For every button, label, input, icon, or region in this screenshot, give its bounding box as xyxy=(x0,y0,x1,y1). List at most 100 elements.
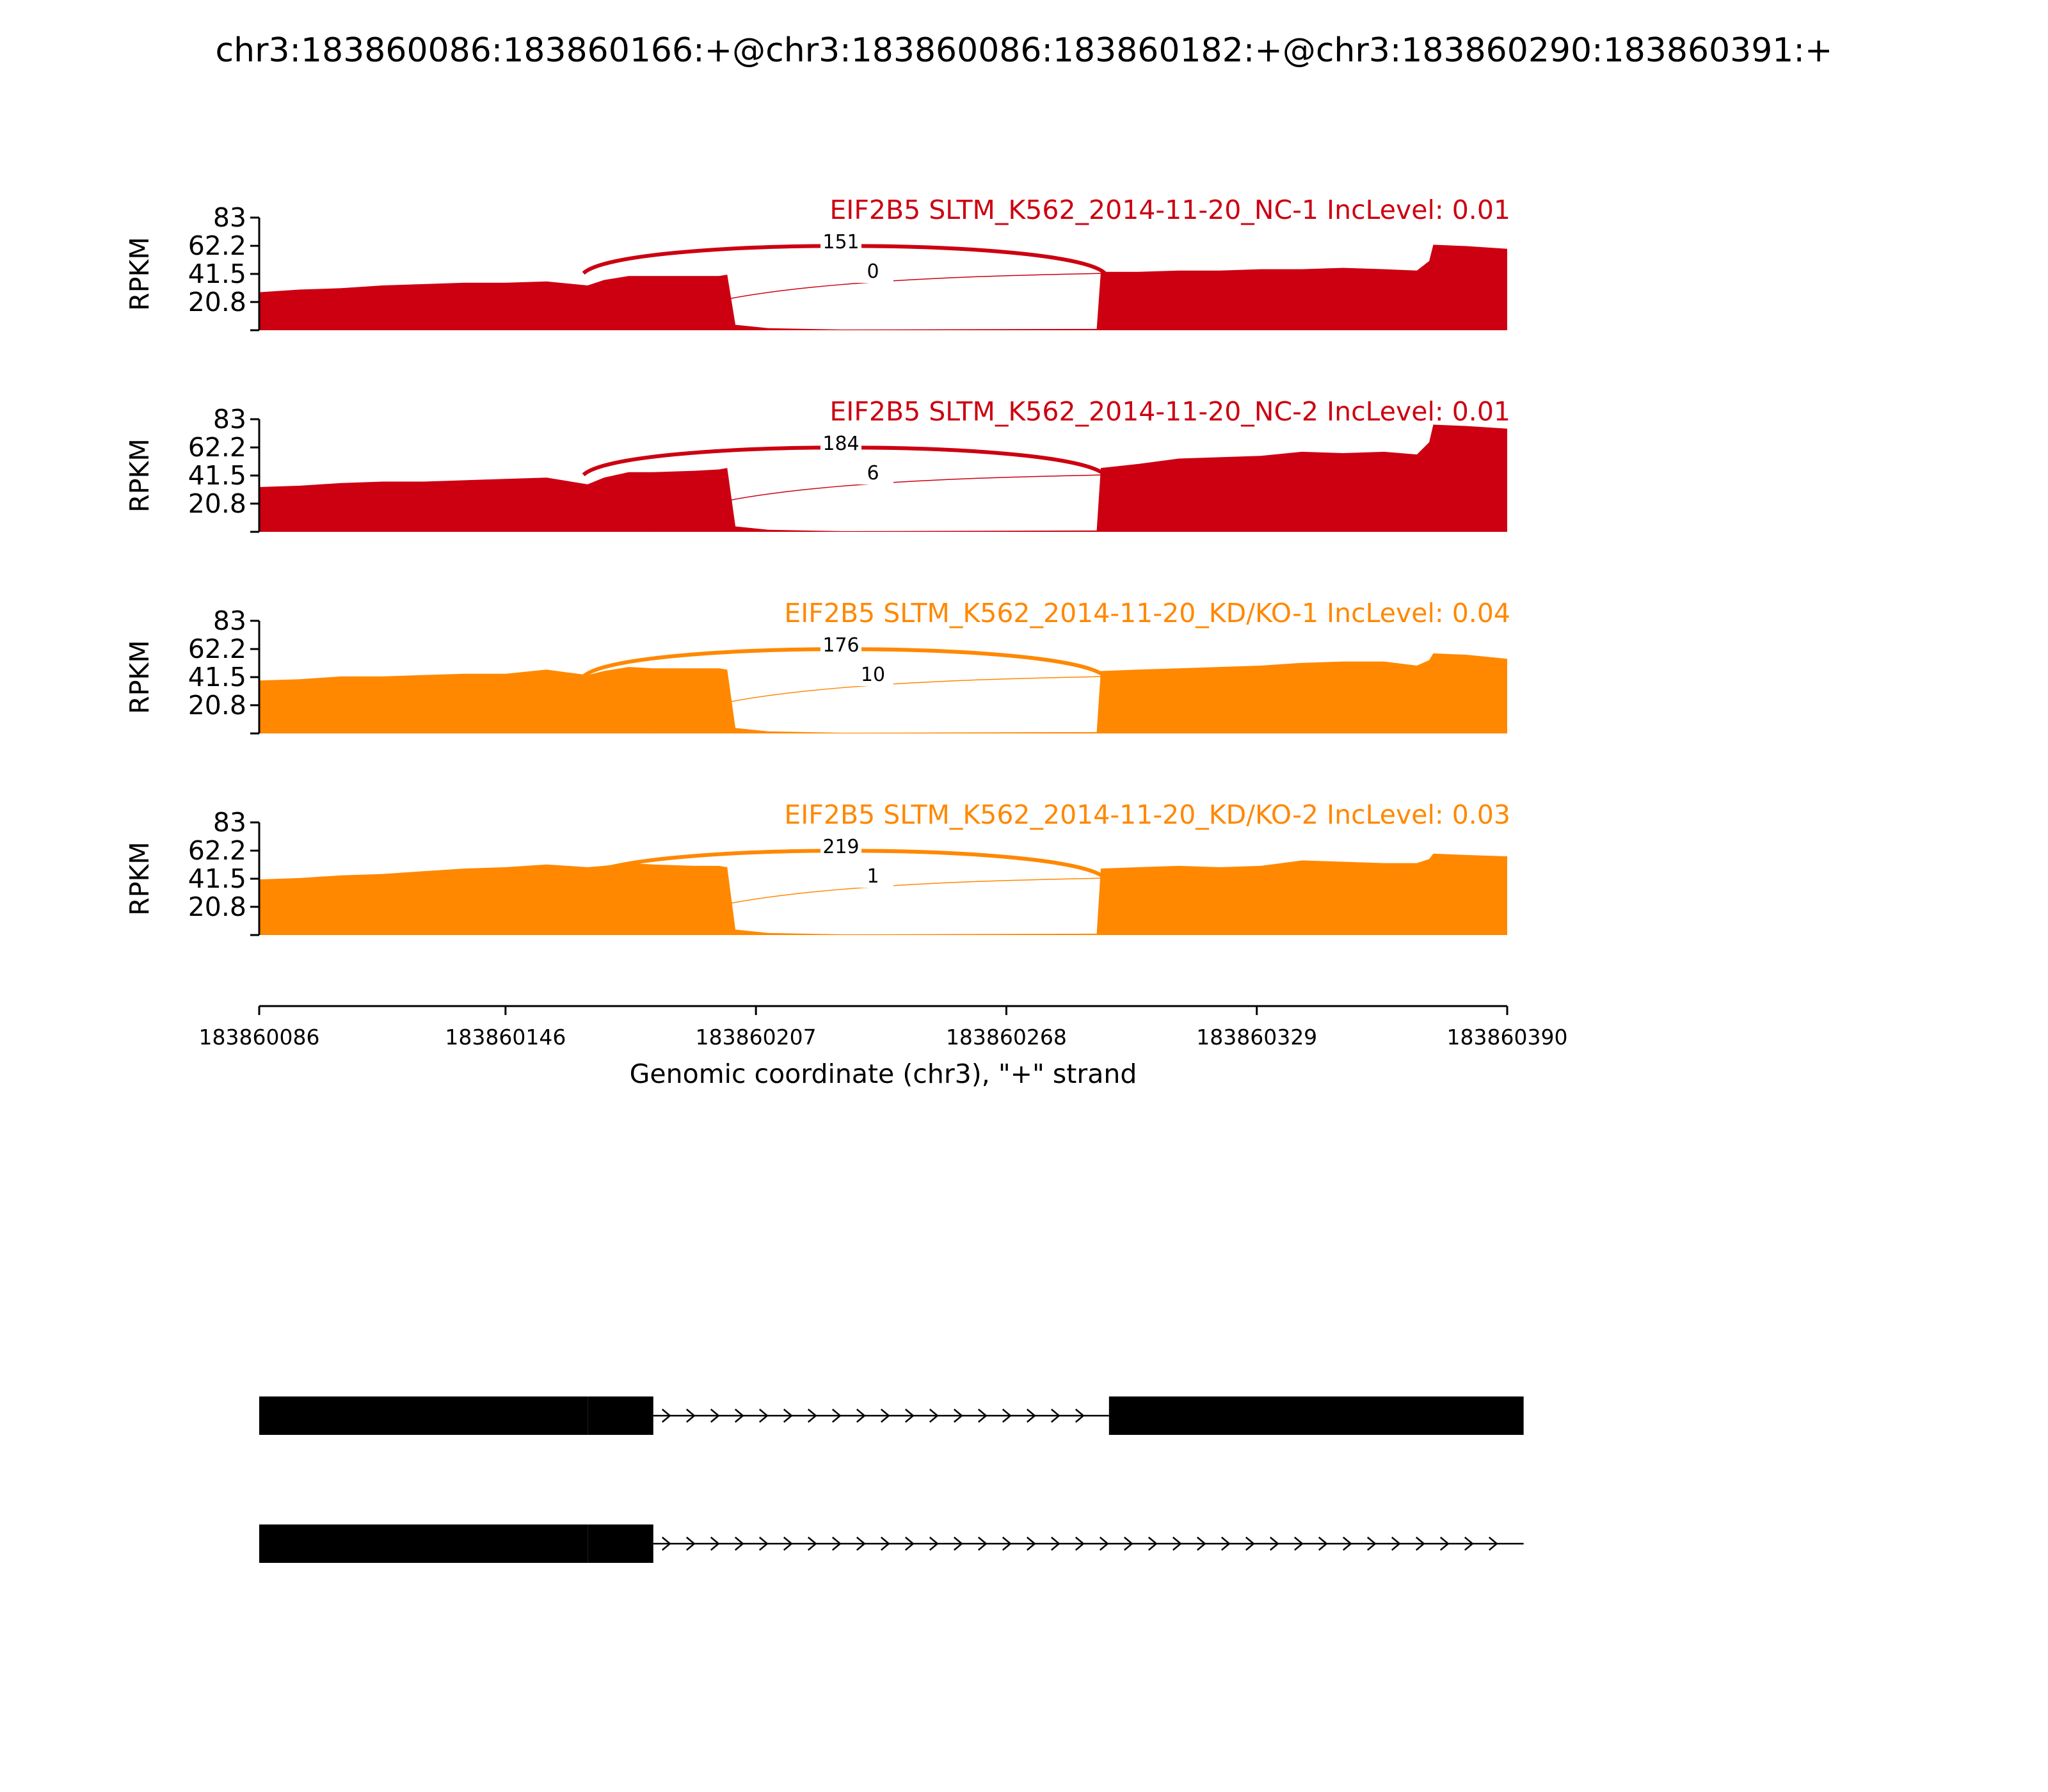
strand-arrow xyxy=(1026,1409,1036,1423)
strand-arrow xyxy=(880,1537,890,1551)
transcript-model xyxy=(259,1524,1524,1563)
strand-arrow xyxy=(1123,1537,1133,1551)
panel-title: EIF2B5 SLTM_K562_2014-11-20_KD/KO-1 IncL… xyxy=(784,598,1510,628)
strand-arrow xyxy=(661,1537,671,1551)
strand-arrow xyxy=(831,1537,842,1551)
strand-arrow xyxy=(1464,1537,1474,1551)
strand-arrow xyxy=(1220,1537,1231,1551)
strand-arrow xyxy=(904,1409,915,1423)
x-tick-label: 183860390 xyxy=(1447,1025,1568,1050)
panel-title: EIF2B5 SLTM_K562_2014-11-20_KD/KO-2 IncL… xyxy=(784,799,1510,830)
y-tick-label: 83 xyxy=(213,807,246,838)
strand-arrow xyxy=(977,1537,988,1551)
strand-arrow xyxy=(1318,1537,1328,1551)
junction-label-bg xyxy=(852,666,893,686)
junction-count: 1 xyxy=(867,865,879,888)
gene-models xyxy=(259,1396,1524,1563)
strand-arrow xyxy=(831,1409,842,1423)
y-axis-label: RPKM xyxy=(124,438,155,512)
strand-arrow xyxy=(1050,1537,1060,1551)
strand-arrow xyxy=(1269,1537,1279,1551)
y-axis-label: RPKM xyxy=(124,640,155,714)
x-tick-label: 183860268 xyxy=(946,1025,1067,1050)
x-tick-label: 183860329 xyxy=(1196,1025,1317,1050)
strand-arrow xyxy=(758,1409,769,1423)
strand-arrow xyxy=(1050,1409,1060,1423)
figure-title: chr3:183860086:183860166:+@chr3:18386008… xyxy=(216,31,1833,70)
strand-arrow xyxy=(734,1409,744,1423)
junction-count: 176 xyxy=(822,634,859,657)
y-tick-label: 41.5 xyxy=(188,460,246,491)
y-tick-label: 41.5 xyxy=(188,863,246,894)
exon-block xyxy=(588,1396,653,1435)
strand-arrow xyxy=(1002,1409,1012,1423)
y-tick-label: 20.8 xyxy=(188,287,246,317)
strand-arrow xyxy=(710,1537,720,1551)
strand-arrow xyxy=(856,1409,866,1423)
transcript-model xyxy=(259,1396,1524,1435)
strand-arrow xyxy=(1439,1537,1450,1551)
strand-arrow xyxy=(1002,1537,1012,1551)
coverage-area xyxy=(259,853,1507,935)
junction-label-bg xyxy=(820,636,861,657)
exon-block xyxy=(259,1524,588,1563)
strand-arrow xyxy=(807,1409,817,1423)
y-tick-label: 62.2 xyxy=(188,432,246,463)
junction-label-bg xyxy=(852,867,893,888)
y-tick-label: 62.2 xyxy=(188,835,246,866)
y-tick-label: 20.8 xyxy=(188,892,246,922)
strand-arrow xyxy=(929,1409,939,1423)
strand-arrow xyxy=(807,1537,817,1551)
strand-arrow xyxy=(1391,1537,1401,1551)
y-axis-label: RPKM xyxy=(124,237,155,310)
panel-title: EIF2B5 SLTM_K562_2014-11-20_NC-2 IncLeve… xyxy=(829,396,1510,427)
y-tick-label: 62.2 xyxy=(188,230,246,261)
strand-arrow xyxy=(1075,1409,1085,1423)
y-tick-label: 83 xyxy=(213,202,246,233)
strand-arrow xyxy=(661,1409,671,1423)
panel-title: EIF2B5 SLTM_K562_2014-11-20_NC-1 IncLeve… xyxy=(829,195,1510,225)
strand-arrow xyxy=(1415,1537,1425,1551)
x-tick-label: 183860207 xyxy=(696,1025,817,1050)
strand-arrow xyxy=(856,1537,866,1551)
junction-count: 184 xyxy=(822,433,859,455)
coverage-area xyxy=(259,653,1507,733)
strand-arrow xyxy=(1075,1537,1085,1551)
strand-arrow xyxy=(1245,1537,1255,1551)
junction-label-bg xyxy=(820,838,861,858)
junction-count: 0 xyxy=(867,260,879,283)
junction-label-bg xyxy=(852,464,893,484)
y-tick-label: 62.2 xyxy=(188,634,246,664)
strand-arrow xyxy=(710,1409,720,1423)
strand-arrow xyxy=(1172,1537,1182,1551)
strand-arrow xyxy=(1342,1537,1352,1551)
strand-arrow xyxy=(734,1537,744,1551)
strand-arrow xyxy=(685,1409,696,1423)
junction-count: 6 xyxy=(867,462,879,484)
junction-label-bg xyxy=(820,435,861,455)
strand-arrow xyxy=(758,1537,769,1551)
y-axis-label: RPKM xyxy=(124,842,155,915)
strand-arrow xyxy=(1148,1537,1158,1551)
x-axis-label: Genomic coordinate (chr3), "+" strand xyxy=(630,1059,1137,1089)
exon-block xyxy=(588,1524,653,1563)
junction-count: 219 xyxy=(822,836,859,858)
exon-block xyxy=(259,1396,588,1435)
strand-arrow xyxy=(685,1537,696,1551)
strand-arrow xyxy=(1293,1537,1304,1551)
strand-arrow xyxy=(904,1537,915,1551)
strand-arrow xyxy=(783,1409,793,1423)
strand-arrow xyxy=(783,1537,793,1551)
x-tick-label: 183860086 xyxy=(199,1025,320,1050)
y-tick-label: 41.5 xyxy=(188,259,246,289)
x-axis: 183860086 183860146 183860207 183860268 1838… xyxy=(199,1005,1568,1089)
strand-arrow xyxy=(1196,1537,1206,1551)
junction-count: 151 xyxy=(822,231,859,253)
junction-label-bg xyxy=(852,262,893,283)
